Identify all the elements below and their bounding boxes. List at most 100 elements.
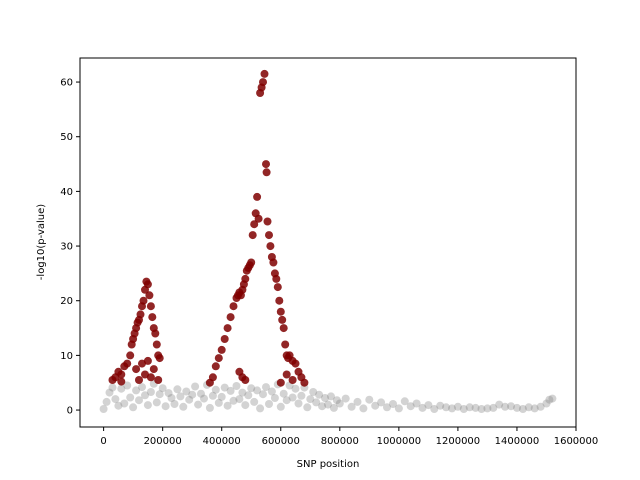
- data-point: [335, 399, 344, 408]
- data-point: [279, 389, 288, 398]
- x-tick-label: 0: [100, 436, 106, 447]
- data-point: [321, 394, 329, 402]
- data-point: [194, 400, 203, 409]
- data-point: [353, 397, 362, 406]
- data-point: [442, 403, 451, 412]
- data-point: [265, 231, 273, 240]
- data-point: [158, 384, 167, 393]
- data-point: [211, 385, 220, 394]
- data-point: [267, 387, 276, 396]
- data-point: [281, 340, 290, 349]
- x-tick-label: 800000: [321, 436, 359, 447]
- data-point: [229, 396, 238, 405]
- data-point: [453, 402, 462, 411]
- data-point: [188, 390, 197, 399]
- data-point: [114, 401, 123, 410]
- data-point: [545, 395, 554, 404]
- data-point: [226, 386, 235, 395]
- data-point: [371, 401, 380, 410]
- data-point: [146, 302, 155, 311]
- data-point: [220, 383, 229, 392]
- data-point: [270, 394, 279, 402]
- data-point: [250, 397, 259, 406]
- data-point: [436, 401, 445, 410]
- data-point: [155, 390, 164, 399]
- data-point: [275, 296, 284, 305]
- data-point: [136, 310, 145, 319]
- data-point: [507, 402, 515, 411]
- data-point: [291, 384, 300, 393]
- data-point: [143, 356, 152, 365]
- data-point: [146, 373, 155, 382]
- data-point: [394, 404, 403, 413]
- data-point: [260, 69, 269, 78]
- x-tick-label: 1000000: [377, 436, 422, 447]
- data-point: [259, 78, 267, 87]
- data-point: [253, 192, 262, 201]
- x-tick-label: 200000: [144, 436, 182, 447]
- data-point: [282, 396, 291, 405]
- data-point: [276, 307, 285, 316]
- x-tick-label: 1200000: [436, 436, 481, 447]
- data-point: [200, 394, 208, 403]
- data-point: [117, 370, 126, 379]
- data-point: [288, 376, 297, 384]
- data-point: [530, 404, 539, 413]
- data-point: [143, 280, 152, 289]
- data-point: [167, 394, 176, 402]
- data-point: [248, 231, 257, 240]
- data-point: [265, 400, 273, 408]
- data-point: [173, 385, 182, 394]
- data-point: [229, 302, 238, 311]
- data-point: [327, 392, 335, 401]
- data-point: [324, 400, 332, 409]
- data-point: [247, 258, 256, 267]
- data-point: [259, 390, 267, 399]
- x-tick-label: 1400000: [495, 436, 540, 447]
- data-point: [365, 395, 374, 404]
- data-point: [471, 403, 480, 412]
- x-tick-label: 1600000: [554, 436, 599, 447]
- data-point: [262, 383, 270, 392]
- data-point: [430, 405, 439, 413]
- data-point: [208, 373, 217, 382]
- data-point: [282, 370, 291, 379]
- data-point: [123, 381, 132, 390]
- data-point: [143, 401, 152, 410]
- data-point: [141, 391, 149, 400]
- data-point: [117, 384, 126, 393]
- data-point: [400, 397, 409, 406]
- data-point: [548, 394, 557, 403]
- data-point: [145, 291, 154, 300]
- data-point: [276, 378, 285, 387]
- data-point: [465, 403, 474, 412]
- data-point: [241, 376, 250, 384]
- data-point: [138, 383, 146, 392]
- data-point: [132, 365, 141, 374]
- data-point: [513, 403, 521, 412]
- data-point: [170, 400, 179, 408]
- y-tick-label: 60: [60, 78, 73, 89]
- data-point: [238, 388, 247, 397]
- data-point: [220, 335, 229, 343]
- data-point: [247, 384, 256, 393]
- data-point: [448, 404, 456, 413]
- y-tick-label: 20: [60, 296, 73, 307]
- data-point: [161, 402, 170, 411]
- data-point: [208, 391, 217, 400]
- data-point: [152, 340, 161, 349]
- data-point: [278, 315, 287, 324]
- data-point: [164, 389, 173, 398]
- y-tick-label: 30: [60, 242, 73, 253]
- data-point: [291, 359, 300, 368]
- y-tick-label: 50: [60, 132, 73, 143]
- data-point: [312, 398, 321, 407]
- data-point: [123, 359, 132, 368]
- data-point: [191, 382, 200, 391]
- data-point: [359, 404, 368, 413]
- data-point: [318, 402, 327, 411]
- data-point: [226, 313, 235, 322]
- data-point: [406, 402, 415, 411]
- data-point: [424, 401, 433, 410]
